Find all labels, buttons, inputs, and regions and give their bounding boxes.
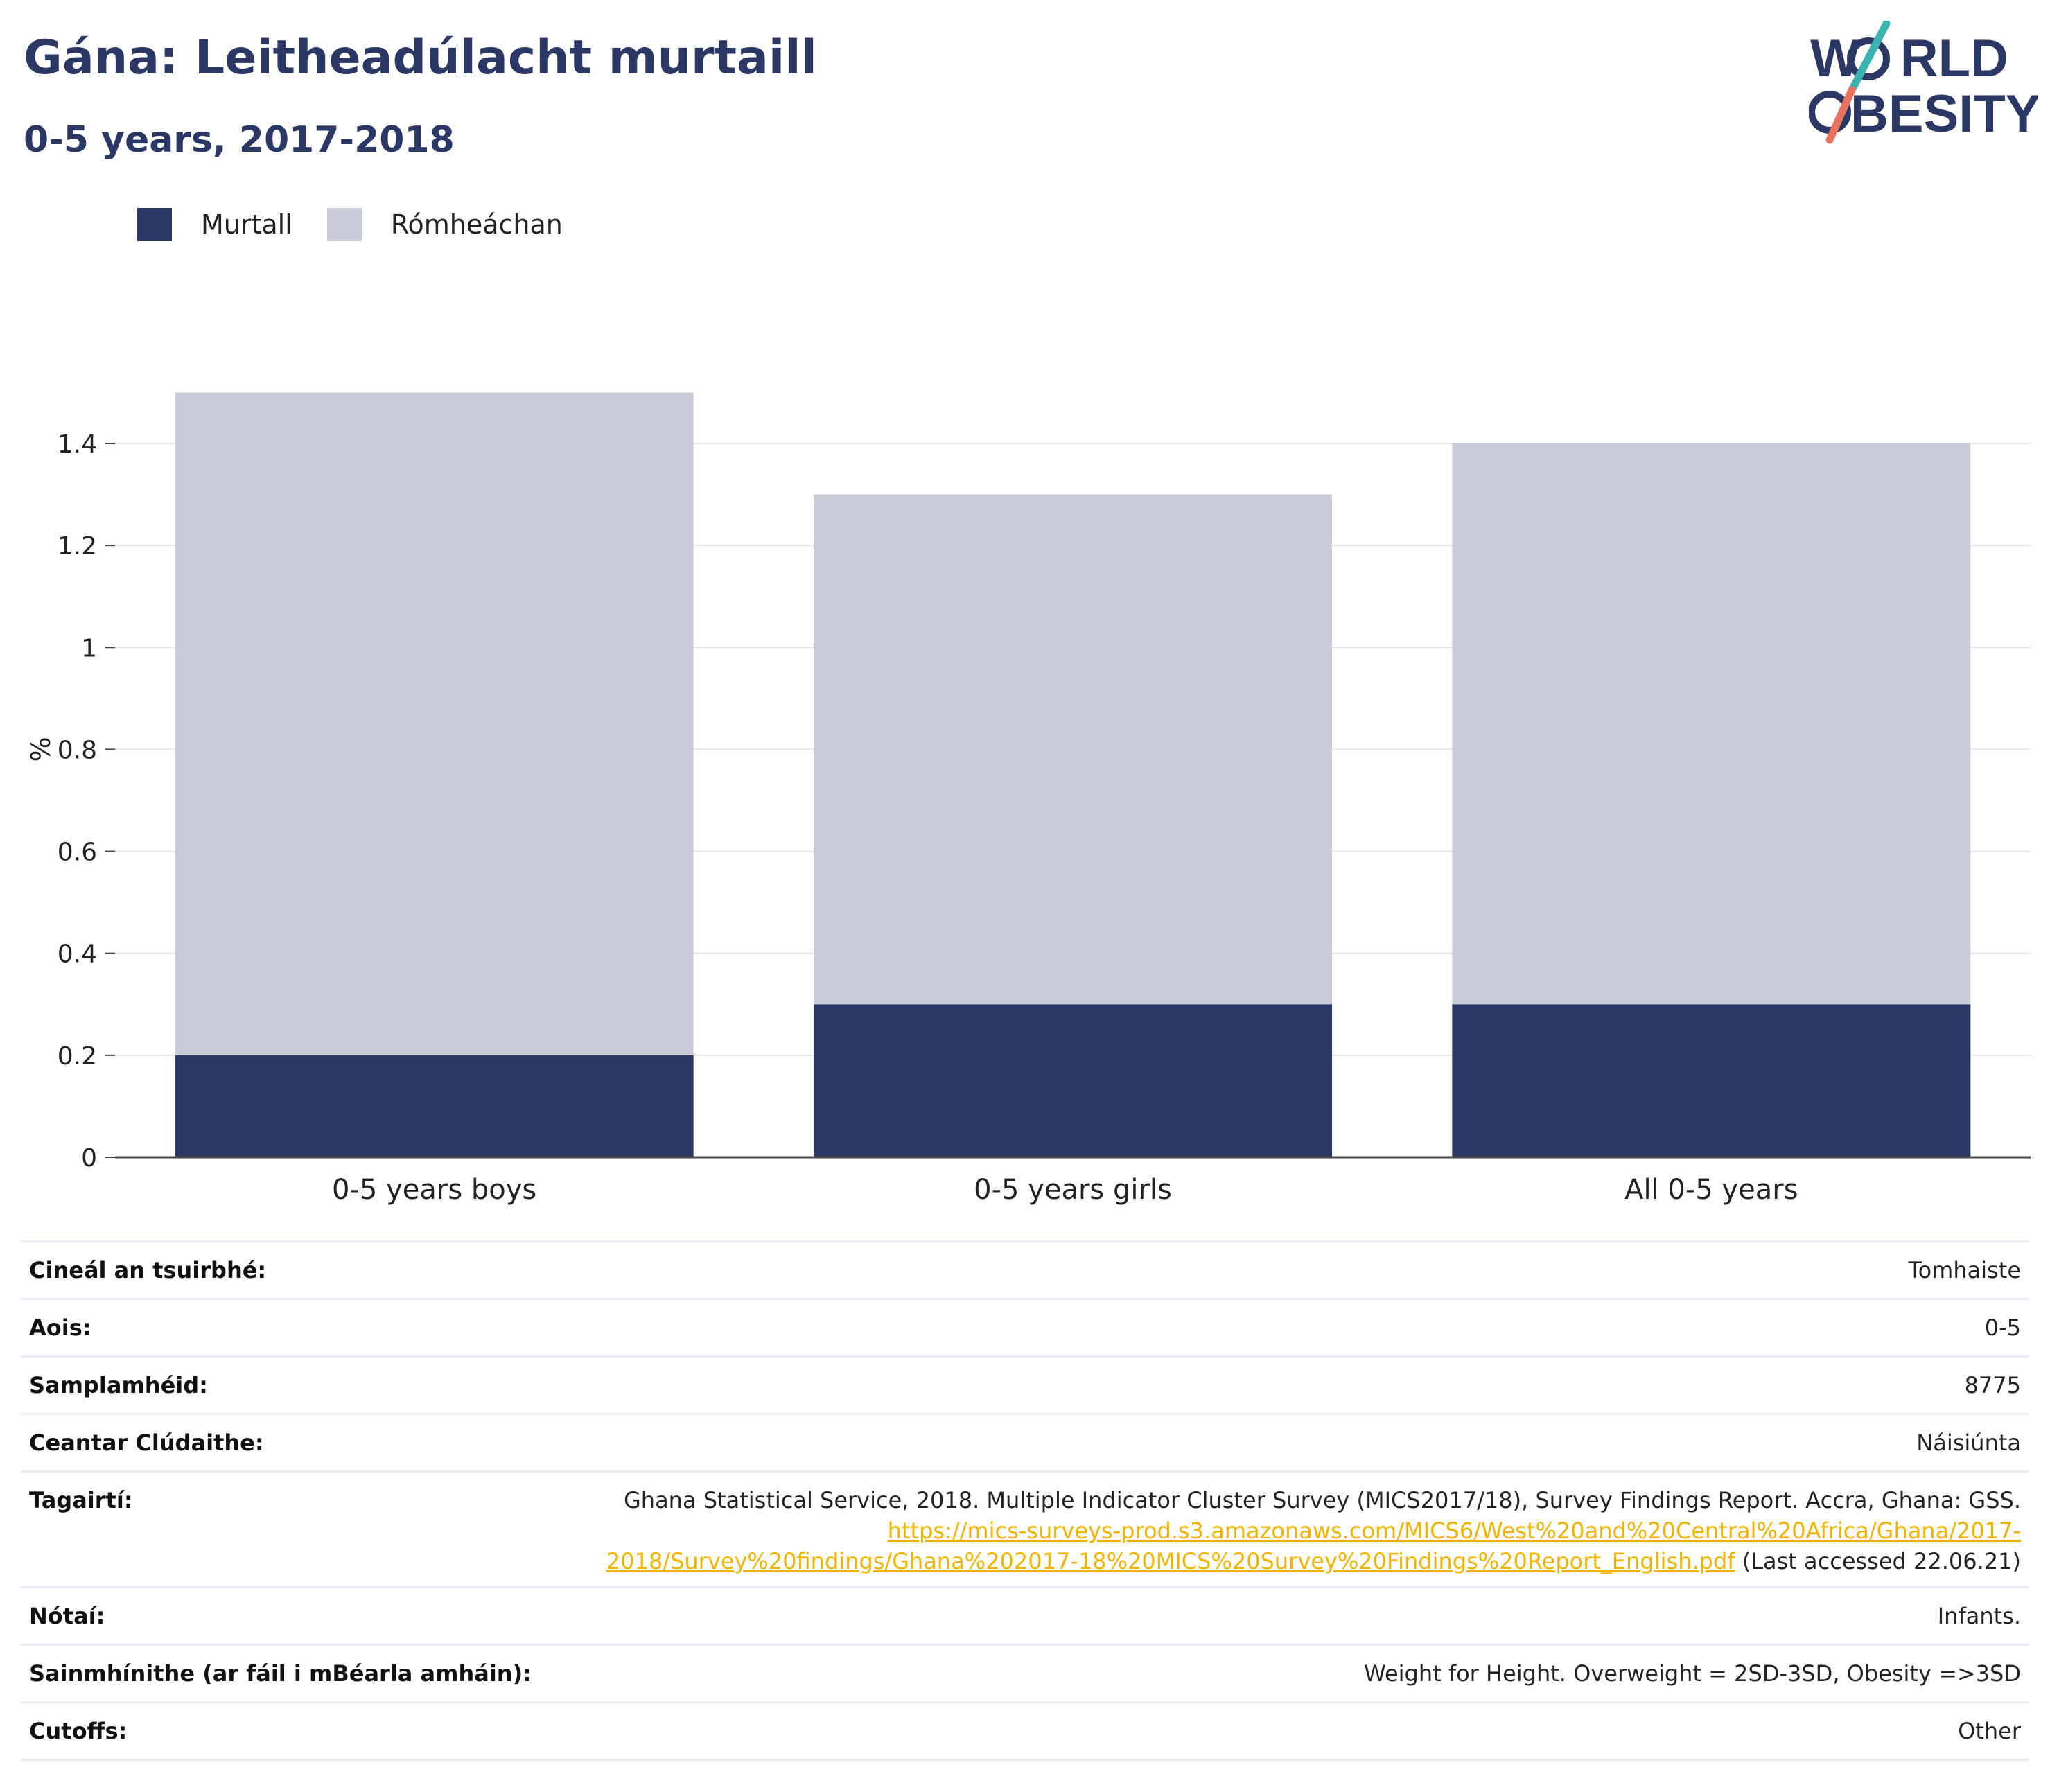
chart-title: Gána: Leitheadúlacht murtaill: [24, 30, 817, 85]
x-tick-label: All 0-5 years: [1624, 1174, 1798, 1206]
info-label: Aois:: [21, 1298, 556, 1357]
bar-romheachan: [175, 392, 694, 1055]
bar-romheachan: [814, 494, 1332, 1005]
reference-link[interactable]: https://mics-surveys-prod.s3.amazonaws.c…: [606, 1518, 2021, 1574]
reference-link-line-2: 2018/Survey%20findings/Ghana%202017-18%2…: [606, 1548, 1735, 1574]
y-tick-label: 0: [81, 1144, 97, 1172]
info-value: Tomhaiste: [555, 1240, 2029, 1299]
bar-murtall: [814, 1004, 1332, 1157]
x-tick-label: 0-5 years girls: [974, 1174, 1172, 1206]
info-row-area: Ceantar Clúdaithe: Náisiúnta: [21, 1413, 2029, 1472]
reference-link-line-1: https://mics-surveys-prod.s3.amazonaws.c…: [887, 1518, 2021, 1544]
info-row-references: Tagairtí: Ghana Statistical Service, 201…: [21, 1470, 2029, 1588]
info-label: Tagairtí:: [21, 1470, 556, 1588]
world-obesity-logo: W RLD BESITY: [1809, 21, 2038, 144]
info-label: Cutoffs:: [21, 1701, 556, 1761]
legend-item-romheachan[interactable]: Rómheáchan: [326, 208, 563, 241]
info-row-definitions: Sainmhínithe (ar fáil i mBéarla amháin):…: [21, 1644, 2029, 1703]
logo-line-1: W RLD: [1810, 29, 2008, 88]
y-tick-label: 1: [81, 634, 97, 662]
logo-line-2: BESITY: [1850, 85, 2038, 143]
x-tick-label: 0-5 years boys: [332, 1174, 536, 1206]
info-label: Cineál an tsuirbhé:: [21, 1240, 556, 1299]
y-tick-label: 0.6: [58, 838, 97, 867]
chart-subtitle: 0-5 years, 2017-2018: [24, 119, 455, 161]
survey-info-table: Cineál an tsuirbhé: Tomhaiste Aois: 0-5 …: [21, 1240, 2029, 1761]
info-value: Náisiúnta: [555, 1413, 2029, 1472]
bar-murtall: [1452, 1004, 1971, 1157]
info-label: Ceantar Clúdaithe:: [21, 1413, 556, 1472]
reference-accessed: (Last accessed 22.06.21): [1742, 1548, 2021, 1574]
reference-text: Ghana Statistical Service, 2018. Multipl…: [623, 1487, 2021, 1513]
y-axis-title: %: [26, 737, 56, 762]
info-value: Infants.: [555, 1586, 2029, 1645]
chart-legend: Murtall Rómheáchan: [137, 205, 597, 244]
legend-label-murtall: Murtall: [201, 209, 292, 240]
y-tick-label: 0.2: [58, 1042, 97, 1071]
info-row-notes: Nótaí: Infants.: [21, 1586, 2029, 1645]
info-value: 0-5: [555, 1298, 2029, 1357]
info-label: Nótaí:: [21, 1586, 556, 1645]
y-tick-label: 1.4: [58, 430, 97, 459]
y-tick-label: 0.8: [58, 736, 97, 764]
info-row-sample-size: Samplamhéid: 8775: [21, 1355, 2029, 1414]
info-label: Samplamhéid:: [21, 1355, 556, 1414]
info-row-survey-type: Cineál an tsuirbhé: Tomhaiste: [21, 1240, 2029, 1299]
legend-item-murtall[interactable]: Murtall: [137, 208, 292, 241]
legend-label-romheachan: Rómheáchan: [390, 209, 563, 240]
bar-romheachan: [1452, 443, 1971, 1005]
y-tick-label: 0.4: [58, 940, 97, 969]
info-row-age: Aois: 0-5: [21, 1298, 2029, 1357]
info-value-references: Ghana Statistical Service, 2018. Multipl…: [555, 1470, 2029, 1588]
info-value: 8775: [555, 1355, 2029, 1414]
legend-swatch-murtall: [137, 208, 172, 241]
info-value: Other: [555, 1701, 2029, 1761]
info-row-cutoffs: Cutoffs: Other: [21, 1701, 2029, 1761]
legend-swatch-romheachan: [326, 208, 362, 241]
info-value: Weight for Height. Overweight = 2SD-3SD,…: [555, 1644, 2029, 1703]
bar-murtall: [175, 1055, 694, 1157]
bar-chart: 0 0.2 0.4 0.6 0.8 1 1.2 1.4% 0-5 years boys 0-5 y…: [26, 392, 2031, 1206]
info-label: Sainmhínithe (ar fáil i mBéarla amháin):: [21, 1644, 556, 1703]
y-tick-label: 1.2: [58, 532, 97, 561]
